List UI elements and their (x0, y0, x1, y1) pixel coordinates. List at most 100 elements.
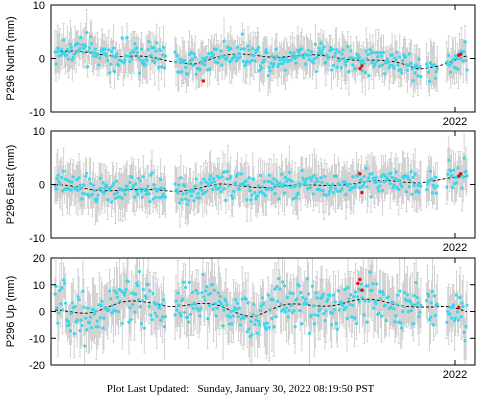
data-point (433, 76, 437, 80)
data-point (80, 323, 84, 328)
data-point (408, 300, 412, 304)
data-point (66, 57, 71, 61)
data-point (159, 318, 163, 322)
data-point (311, 304, 315, 308)
data-point (456, 166, 460, 170)
data-point (435, 184, 439, 188)
data-point (346, 45, 350, 49)
data-point (324, 193, 328, 197)
data-point (412, 293, 416, 298)
data-point (57, 311, 61, 315)
data-point (196, 191, 200, 195)
data-point (338, 58, 342, 62)
data-point (201, 272, 205, 276)
data-point (413, 172, 417, 176)
data-point (399, 68, 403, 72)
data-point (304, 62, 308, 66)
recent-data-point (360, 288, 364, 292)
data-point (54, 62, 58, 66)
data-point (156, 302, 160, 306)
data-point (377, 311, 381, 315)
data-point (228, 315, 232, 319)
data-point (112, 289, 117, 293)
data-point (324, 309, 328, 313)
data-point (375, 180, 379, 184)
data-point (389, 305, 393, 309)
data-point (366, 178, 370, 183)
data-point (366, 53, 370, 57)
data-point (361, 183, 365, 187)
data-point (84, 44, 88, 48)
data-point (55, 306, 59, 310)
data-point (395, 50, 399, 54)
data-point (451, 303, 456, 307)
data-point (92, 312, 96, 316)
data-point (388, 182, 392, 186)
data-point (160, 186, 164, 190)
data-point (256, 184, 261, 188)
data-point (460, 186, 464, 190)
data-point (416, 301, 420, 305)
data-point (300, 47, 304, 51)
data-point (454, 181, 459, 185)
data-point (320, 180, 324, 184)
data-point (379, 314, 384, 318)
data-point (96, 52, 100, 56)
data-point (252, 302, 256, 306)
data-point (390, 175, 394, 179)
data-point (307, 331, 312, 335)
data-point (91, 183, 96, 187)
data-point (98, 56, 102, 60)
data-point (321, 292, 325, 296)
data-point (217, 299, 221, 303)
data-point (183, 184, 187, 188)
data-point (150, 171, 154, 175)
data-point (135, 189, 139, 193)
data-point (385, 57, 389, 61)
data-point (341, 48, 345, 52)
data-point (135, 284, 140, 288)
data-point (300, 168, 304, 173)
data-point (324, 60, 328, 64)
data-point (211, 177, 216, 181)
data-point (445, 320, 449, 324)
data-point (447, 158, 451, 162)
data-point (79, 318, 83, 322)
data-point (59, 302, 63, 306)
data-point (82, 305, 86, 309)
data-point (133, 310, 137, 314)
data-point (200, 291, 204, 295)
data-point (239, 47, 243, 51)
y-tick-label: 0 (39, 307, 45, 319)
data-point (163, 195, 168, 199)
data-point (101, 326, 105, 330)
data-point (291, 292, 295, 296)
data-point (193, 184, 197, 188)
data-point (382, 72, 387, 76)
data-point (463, 339, 467, 343)
data-point (162, 187, 167, 191)
data-point (204, 289, 208, 293)
data-point (419, 303, 423, 307)
data-point (453, 316, 458, 320)
data-point (177, 183, 181, 187)
data-point (342, 56, 346, 61)
data-point (330, 311, 335, 315)
data-point (335, 189, 339, 193)
data-point (308, 186, 313, 190)
data-point (450, 305, 455, 310)
x-tick-label: 2022 (443, 369, 467, 381)
data-point (194, 177, 198, 181)
data-point (318, 307, 322, 311)
data-point (129, 317, 133, 322)
data-point (138, 179, 143, 183)
recent-data-point (358, 277, 362, 282)
data-point (411, 78, 415, 83)
data-point (105, 54, 109, 58)
data-point (271, 298, 275, 302)
data-point (416, 74, 420, 78)
data-point (197, 196, 201, 200)
data-point (203, 298, 207, 302)
data-point (245, 330, 249, 334)
data-point (312, 57, 316, 61)
